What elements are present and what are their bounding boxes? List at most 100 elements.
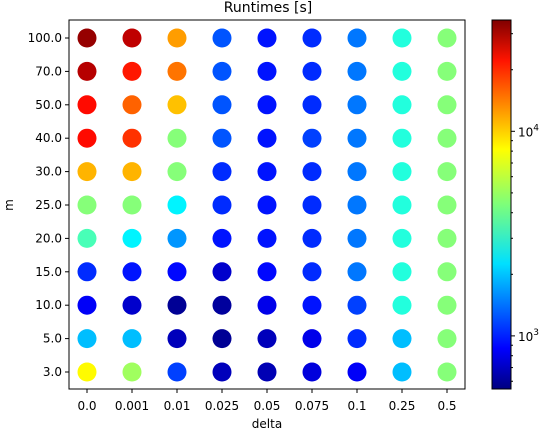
data-point <box>212 128 232 148</box>
data-point <box>302 262 322 282</box>
data-point <box>77 61 97 81</box>
data-point <box>77 162 97 182</box>
data-point <box>212 28 232 48</box>
data-point <box>212 95 232 115</box>
data-point <box>122 228 142 248</box>
data-point <box>122 262 142 282</box>
data-point <box>347 329 367 349</box>
data-point <box>257 28 277 48</box>
x-axis: 0.0 0.001 0.01 0.025 0.05 0.075 0.1 0.25 0.5 <box>77 389 457 413</box>
data-point <box>167 28 187 48</box>
data-point <box>392 195 412 215</box>
data-point <box>392 228 412 248</box>
data-point <box>347 362 367 382</box>
data-point <box>167 228 187 248</box>
x-tick-label: 0.075 <box>295 399 329 413</box>
y-tick-label: 30.0 <box>35 165 62 179</box>
data-point <box>437 28 457 48</box>
data-point <box>347 28 367 48</box>
colorbar-tick-label: 104 <box>518 123 539 139</box>
data-point <box>257 95 277 115</box>
data-point <box>77 195 97 215</box>
data-point <box>167 61 187 81</box>
data-point <box>122 95 142 115</box>
data-point <box>167 162 187 182</box>
data-point <box>122 61 142 81</box>
data-point <box>257 295 277 315</box>
data-point <box>347 162 367 182</box>
colorbar-ticks: 103 104 <box>511 33 539 382</box>
y-tick-label: 20.0 <box>35 231 62 245</box>
data-point <box>392 295 412 315</box>
y-axis: 3.0 5.0 10.0 15.0 20.0 25.0 30.0 40.0 50.0 70.0 10… <box>28 31 69 379</box>
data-point <box>392 95 412 115</box>
x-tick-label: 0.25 <box>389 399 416 413</box>
data-point <box>122 362 142 382</box>
data-point <box>302 28 322 48</box>
data-point <box>77 95 97 115</box>
data-point <box>77 329 97 349</box>
x-tick-label: 0.01 <box>164 399 191 413</box>
data-point <box>302 362 322 382</box>
data-point <box>77 228 97 248</box>
data-point <box>77 295 97 315</box>
data-point <box>122 329 142 349</box>
x-axis-label: delta <box>252 417 282 431</box>
data-point <box>392 28 412 48</box>
data-point <box>347 95 367 115</box>
data-point <box>212 329 232 349</box>
data-point <box>122 162 142 182</box>
data-point <box>77 362 97 382</box>
y-tick-label: 5.0 <box>43 332 62 346</box>
y-tick-label: 3.0 <box>43 365 62 379</box>
data-point <box>257 228 277 248</box>
data-point <box>347 228 367 248</box>
x-tick-label: 0.0 <box>77 399 96 413</box>
data-point <box>122 295 142 315</box>
data-point <box>167 128 187 148</box>
colorbar: 103 104 <box>491 19 539 390</box>
data-point <box>347 128 367 148</box>
data-point <box>212 295 232 315</box>
data-point <box>302 61 322 81</box>
y-tick-label: 40.0 <box>35 131 62 145</box>
y-tick-label: 25.0 <box>35 198 62 212</box>
data-points <box>77 28 457 382</box>
data-point <box>212 262 232 282</box>
data-point <box>212 61 232 81</box>
x-tick-label: 0.05 <box>254 399 281 413</box>
y-tick-label: 100.0 <box>28 31 62 45</box>
data-point <box>347 195 367 215</box>
data-point <box>167 195 187 215</box>
data-point <box>302 95 322 115</box>
data-point <box>167 295 187 315</box>
colorbar-tick-label: 103 <box>518 328 539 344</box>
chart-title: Runtimes [s] <box>224 0 312 16</box>
data-point <box>437 228 457 248</box>
data-point <box>77 28 97 48</box>
data-point <box>347 295 367 315</box>
data-point <box>437 61 457 81</box>
data-point <box>437 295 457 315</box>
data-point <box>302 195 322 215</box>
data-point <box>392 362 412 382</box>
x-tick-label: 0.001 <box>115 399 149 413</box>
data-point <box>302 128 322 148</box>
data-point <box>122 128 142 148</box>
data-point <box>257 329 277 349</box>
colorbar-gradient <box>491 19 512 390</box>
data-point <box>167 329 187 349</box>
y-tick-label: 70.0 <box>35 64 62 78</box>
data-point <box>212 195 232 215</box>
plot-frame <box>68 19 466 390</box>
x-tick-label: 0.1 <box>347 399 366 413</box>
data-point <box>437 128 457 148</box>
data-point <box>437 195 457 215</box>
data-point <box>167 95 187 115</box>
data-point <box>77 128 97 148</box>
data-point <box>437 162 457 182</box>
data-point <box>257 128 277 148</box>
data-point <box>437 262 457 282</box>
x-tick-label: 0.5 <box>437 399 456 413</box>
